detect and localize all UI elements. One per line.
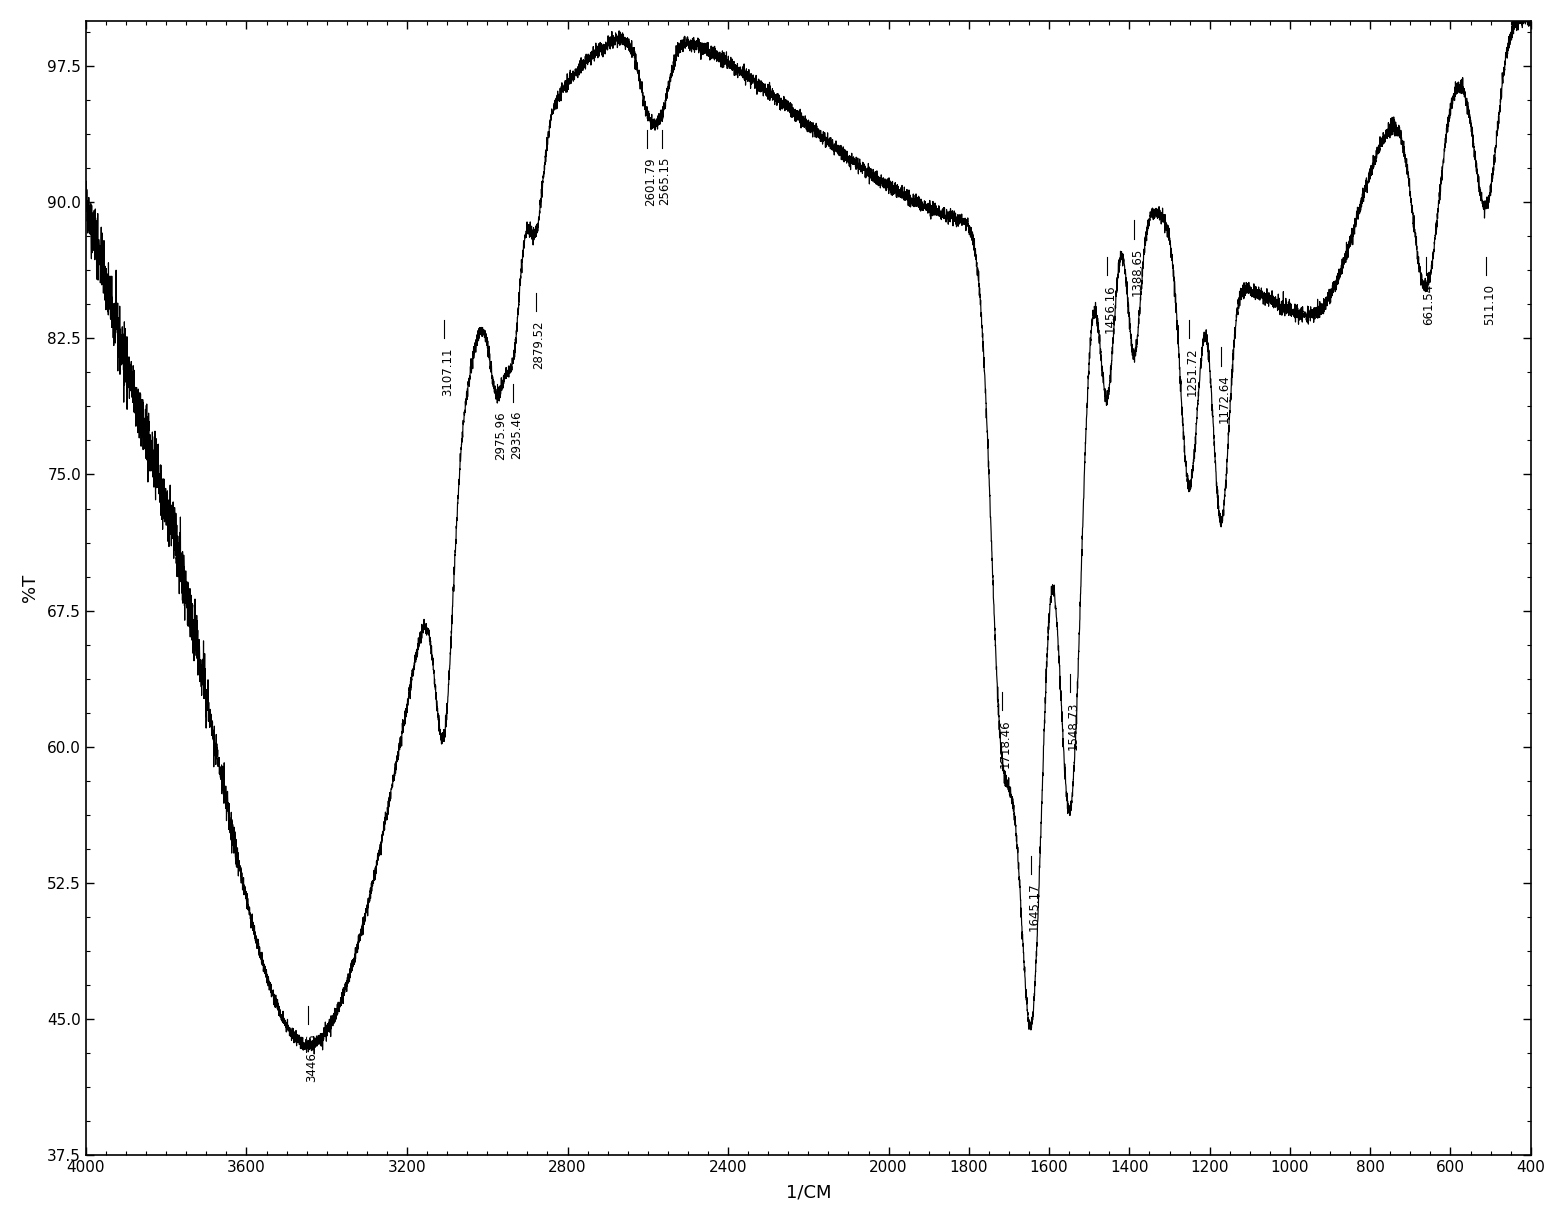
Text: 1388.65: 1388.65 <box>1131 248 1143 296</box>
Text: 1172.64: 1172.64 <box>1217 375 1231 424</box>
Text: 3107.11: 3107.11 <box>442 347 454 396</box>
Text: 1251.72: 1251.72 <box>1185 347 1198 396</box>
X-axis label: 1/CM: 1/CM <box>786 1183 832 1201</box>
Text: 661.54: 661.54 <box>1422 284 1436 325</box>
Text: 3446.56: 3446.56 <box>305 1034 318 1081</box>
Text: 511.10: 511.10 <box>1483 284 1496 325</box>
Text: 1456.16: 1456.16 <box>1104 284 1117 332</box>
Text: 1548.73: 1548.73 <box>1066 701 1079 749</box>
Text: 2935.46: 2935.46 <box>511 411 523 459</box>
Text: 2601.79: 2601.79 <box>644 156 656 205</box>
Y-axis label: %T: %T <box>20 574 39 602</box>
Text: 1645.17: 1645.17 <box>1027 882 1041 931</box>
Text: 2565.15: 2565.15 <box>659 156 672 205</box>
Text: 2879.52: 2879.52 <box>532 320 545 369</box>
Text: 2975.96: 2975.96 <box>493 411 507 459</box>
Text: 1718.46: 1718.46 <box>999 720 1012 769</box>
